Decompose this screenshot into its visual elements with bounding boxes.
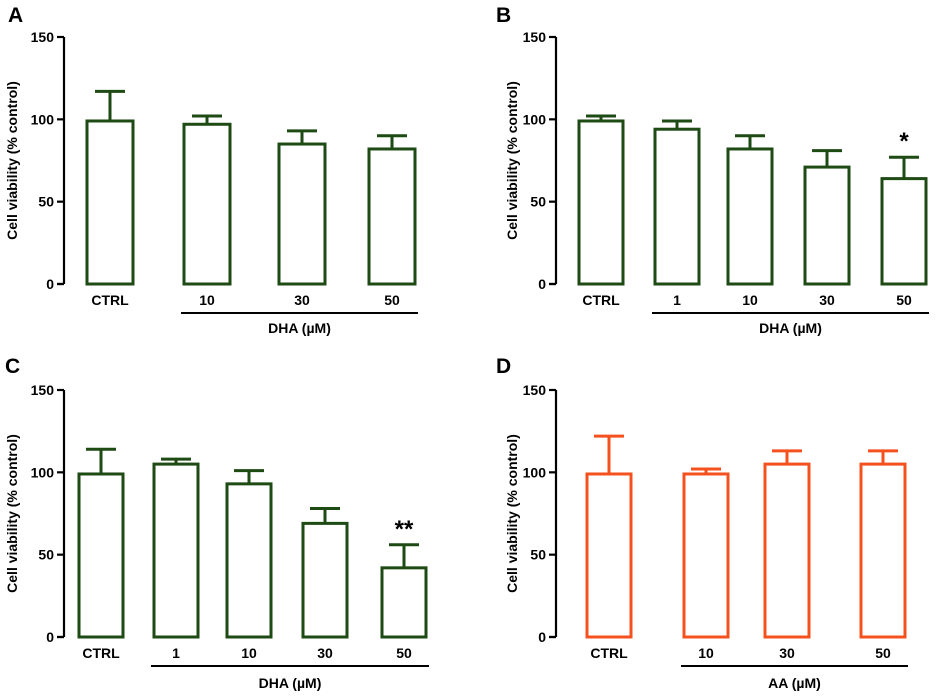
bar-50 xyxy=(380,566,428,639)
bar-ctrl xyxy=(577,119,625,286)
group-label: DHA (µM) xyxy=(259,675,322,691)
x-tick-label: CTRL xyxy=(582,292,620,308)
y-tick-label: 100 xyxy=(523,464,547,480)
x-tick-label: 1 xyxy=(172,645,180,661)
y-tick-label: 150 xyxy=(31,382,55,398)
bar-50 xyxy=(859,462,907,639)
y-axis-title: Cell viability (% control) xyxy=(504,434,520,593)
y-tick-label: 50 xyxy=(530,547,546,563)
y-axis-title: Cell viability (% control) xyxy=(4,434,20,593)
x-tick-label: CTRL xyxy=(590,645,628,661)
group-label: AA (µM) xyxy=(768,675,821,691)
x-tick-label: 30 xyxy=(294,292,310,308)
panel-letter: A xyxy=(8,4,23,27)
x-tick-label: 1 xyxy=(673,292,681,308)
y-tick-label: 150 xyxy=(523,382,547,398)
x-tick-label: 30 xyxy=(779,645,795,661)
x-tick-label: 50 xyxy=(896,292,912,308)
y-tick-label: 150 xyxy=(523,29,547,45)
y-tick-label: 0 xyxy=(538,629,546,645)
x-tick-label: 50 xyxy=(384,292,400,308)
bar-30 xyxy=(301,521,349,639)
x-tick-label: 10 xyxy=(199,292,215,308)
significance-mark: * xyxy=(899,128,909,155)
y-tick-label: 50 xyxy=(530,194,546,210)
y-tick-label: 0 xyxy=(538,276,546,292)
x-tick-label: 30 xyxy=(317,645,333,661)
x-tick-label: 10 xyxy=(698,645,714,661)
panel-a: A 0 50 100 150 Cell viability (% control) CTRL… xyxy=(4,4,418,336)
panel-letter: D xyxy=(496,355,511,378)
bar-10 xyxy=(225,482,273,639)
x-tick-label: 50 xyxy=(396,645,412,661)
bar-10 xyxy=(682,472,730,639)
bar-ctrl xyxy=(585,472,633,639)
x-tick-label: 10 xyxy=(742,292,758,308)
group-label: DHA (µM) xyxy=(759,320,822,336)
bar-ctrl xyxy=(77,472,125,639)
panel-letter: C xyxy=(5,355,20,378)
bar-1 xyxy=(152,462,200,639)
bar-30 xyxy=(763,462,811,639)
x-tick-label: 10 xyxy=(241,645,257,661)
significance-mark: ** xyxy=(395,516,414,543)
y-tick-label: 100 xyxy=(31,464,55,480)
y-tick-label: 0 xyxy=(46,276,54,292)
y-tick-label: 0 xyxy=(46,629,54,645)
x-tick-label: CTRL xyxy=(82,645,120,661)
y-axis-title: Cell viability (% control) xyxy=(4,81,20,240)
bar-30 xyxy=(277,142,327,286)
y-tick-label: 50 xyxy=(38,194,54,210)
panel-d: D 0 50 100 150 Cell viability (% control) CTRL… xyxy=(496,355,908,691)
y-tick-label: 150 xyxy=(31,29,55,45)
panel-letter: B xyxy=(496,4,511,27)
y-tick-label: 100 xyxy=(31,111,55,127)
y-tick-label: 50 xyxy=(38,547,54,563)
x-tick-label: 30 xyxy=(819,292,835,308)
bar-30 xyxy=(803,165,851,286)
y-tick-label: 100 xyxy=(523,111,547,127)
y-axis-title: Cell viability (% control) xyxy=(504,81,520,240)
group-label: DHA (µM) xyxy=(268,320,331,336)
bar-ctrl xyxy=(85,119,135,286)
bar-10 xyxy=(182,122,232,286)
bar-50 xyxy=(880,177,928,286)
bar-1 xyxy=(653,127,701,286)
bar-10 xyxy=(726,147,774,286)
x-tick-label: 50 xyxy=(875,645,891,661)
x-tick-label: CTRL xyxy=(91,292,129,308)
bar-50 xyxy=(367,147,417,286)
